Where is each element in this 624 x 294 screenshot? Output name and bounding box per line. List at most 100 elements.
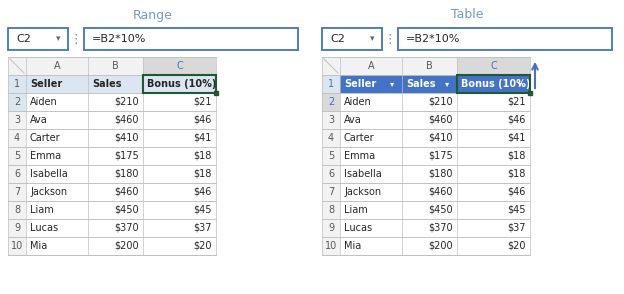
Text: $41: $41 xyxy=(193,133,212,143)
Text: Seller: Seller xyxy=(30,79,62,89)
Bar xyxy=(26,75,216,93)
Text: $210: $210 xyxy=(428,97,453,107)
Text: 8: 8 xyxy=(328,205,334,215)
Text: ▾: ▾ xyxy=(390,79,394,88)
Bar xyxy=(26,93,88,111)
Bar xyxy=(143,147,216,165)
Bar xyxy=(457,219,530,237)
Bar xyxy=(322,57,340,75)
Text: $18: $18 xyxy=(193,151,212,161)
Text: Sales: Sales xyxy=(406,79,436,89)
Text: $460: $460 xyxy=(429,187,453,197)
Text: Jackson: Jackson xyxy=(30,187,67,197)
Text: Liam: Liam xyxy=(30,205,54,215)
Bar xyxy=(26,219,88,237)
Bar xyxy=(8,57,26,75)
Bar xyxy=(8,165,26,183)
Text: $46: $46 xyxy=(193,115,212,125)
Text: Emma: Emma xyxy=(30,151,61,161)
Text: $21: $21 xyxy=(193,97,212,107)
Bar xyxy=(457,75,530,93)
Text: 10: 10 xyxy=(325,241,337,251)
Text: Carter: Carter xyxy=(344,133,374,143)
Bar xyxy=(322,219,340,237)
Bar xyxy=(8,75,26,93)
Text: $175: $175 xyxy=(428,151,453,161)
Bar xyxy=(402,129,457,147)
Bar xyxy=(340,201,402,219)
Bar xyxy=(340,129,402,147)
Text: 4: 4 xyxy=(14,133,20,143)
Text: ⋮: ⋮ xyxy=(384,33,396,46)
Bar xyxy=(88,219,143,237)
Bar xyxy=(340,93,402,111)
Bar xyxy=(8,129,26,147)
Text: Ava: Ava xyxy=(30,115,48,125)
Text: ▾: ▾ xyxy=(518,79,522,88)
Bar xyxy=(340,183,402,201)
Text: 6: 6 xyxy=(328,169,334,179)
Text: Jackson: Jackson xyxy=(344,187,381,197)
Text: $460: $460 xyxy=(114,115,139,125)
Text: Bonus (10%): Bonus (10%) xyxy=(147,79,217,89)
Bar xyxy=(26,183,88,201)
Bar xyxy=(88,129,143,147)
Bar xyxy=(143,201,216,219)
Bar xyxy=(88,237,143,255)
Text: 5: 5 xyxy=(328,151,334,161)
Text: $450: $450 xyxy=(114,205,139,215)
Text: 7: 7 xyxy=(14,187,20,197)
Text: Isabella: Isabella xyxy=(344,169,382,179)
Text: $18: $18 xyxy=(508,169,526,179)
Bar xyxy=(143,57,216,75)
Text: A: A xyxy=(54,61,61,71)
Text: $210: $210 xyxy=(114,97,139,107)
Text: $41: $41 xyxy=(508,133,526,143)
Text: $180: $180 xyxy=(114,169,139,179)
Text: Lucas: Lucas xyxy=(30,223,58,233)
Text: Mia: Mia xyxy=(30,241,47,251)
Text: $46: $46 xyxy=(508,187,526,197)
Bar xyxy=(340,237,402,255)
Text: $460: $460 xyxy=(429,115,453,125)
Bar xyxy=(457,201,530,219)
Text: C: C xyxy=(490,61,497,71)
Text: 3: 3 xyxy=(14,115,20,125)
Text: 4: 4 xyxy=(328,133,334,143)
Bar xyxy=(340,57,402,75)
Text: Lucas: Lucas xyxy=(344,223,372,233)
Bar xyxy=(26,129,88,147)
Bar xyxy=(402,183,457,201)
Text: $370: $370 xyxy=(428,223,453,233)
Text: 7: 7 xyxy=(328,187,334,197)
Bar xyxy=(457,57,530,75)
Bar xyxy=(8,111,26,129)
Bar xyxy=(88,165,143,183)
Bar xyxy=(322,237,340,255)
Bar xyxy=(402,111,457,129)
Text: 2: 2 xyxy=(328,97,334,107)
Bar xyxy=(457,165,530,183)
Bar xyxy=(26,111,88,129)
Bar xyxy=(143,129,216,147)
Text: $410: $410 xyxy=(114,133,139,143)
Text: $180: $180 xyxy=(429,169,453,179)
Bar xyxy=(26,237,88,255)
Text: 1: 1 xyxy=(328,79,334,89)
Text: Liam: Liam xyxy=(344,205,368,215)
Text: ▾: ▾ xyxy=(445,79,449,88)
Bar xyxy=(402,219,457,237)
Bar xyxy=(8,237,26,255)
Bar xyxy=(8,93,26,111)
Bar xyxy=(8,201,26,219)
Text: 9: 9 xyxy=(328,223,334,233)
Bar xyxy=(143,219,216,237)
Bar xyxy=(143,111,216,129)
Bar xyxy=(8,28,68,50)
Text: 8: 8 xyxy=(14,205,20,215)
Bar xyxy=(340,111,402,129)
Bar xyxy=(322,201,340,219)
Text: $37: $37 xyxy=(193,223,212,233)
Text: $46: $46 xyxy=(508,115,526,125)
Bar xyxy=(402,147,457,165)
